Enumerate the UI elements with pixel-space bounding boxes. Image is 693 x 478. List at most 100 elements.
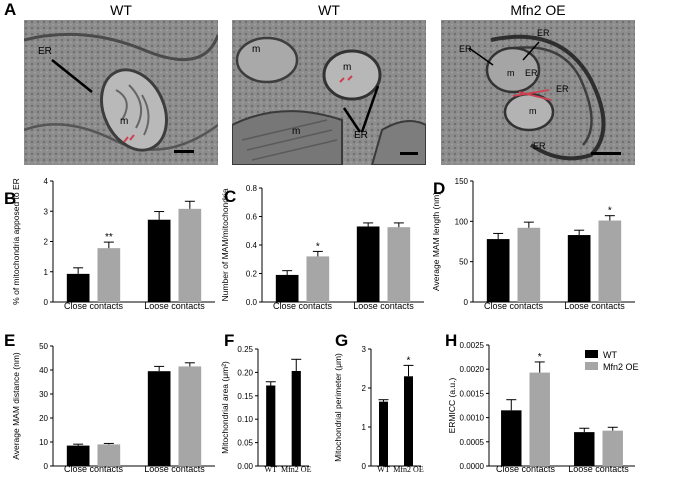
chart-f-category-label: Mfn2 OE bbox=[281, 465, 312, 474]
panel-letter-a: A bbox=[4, 0, 17, 19]
panel-letter-c: C bbox=[224, 187, 236, 206]
legend-swatch bbox=[585, 350, 598, 358]
chart-h-category-label: Close contacts bbox=[496, 464, 556, 474]
chart-h-y-tick-label: 0.0020 bbox=[460, 365, 485, 374]
legend-label: WT bbox=[603, 350, 617, 360]
chart-b-y-tick-label: 1 bbox=[44, 268, 49, 277]
micrograph-mfn2-oe: ER ER ER ER m m ER bbox=[441, 20, 635, 165]
chart-c-y-tick-label: 0.4 bbox=[246, 241, 258, 250]
chart-b-y-tick-label: 4 bbox=[44, 177, 49, 186]
micrograph-wt-2: m m m ER bbox=[232, 20, 426, 165]
micrograph-3-label-er-1: ER bbox=[459, 44, 472, 54]
panel-letter-f: F bbox=[224, 331, 234, 350]
panel-letter-e: E bbox=[4, 331, 15, 350]
chart-c-bar bbox=[275, 274, 299, 302]
chart-e-y-tick-label: 10 bbox=[39, 438, 48, 447]
chart-e-y-tick-label: 40 bbox=[39, 366, 48, 375]
chart-e-y-tick-label: 50 bbox=[39, 342, 48, 351]
chart-d-y-tick-label: 0 bbox=[464, 298, 469, 307]
chart-b-category-label: Close contacts bbox=[64, 301, 124, 311]
chart-b-y-label: % of mitochondria apposed to ER bbox=[11, 178, 21, 305]
chart-h-y-tick-label: 0.0010 bbox=[460, 414, 485, 423]
panel-letter-b: B bbox=[4, 189, 16, 208]
chart-g-y-tick-label: 0 bbox=[362, 462, 367, 471]
micrograph-3-label-er-5: ER bbox=[533, 141, 546, 151]
micrograph-1-title: WT bbox=[110, 2, 132, 18]
chart-c-y-tick-label: 0.0 bbox=[246, 298, 258, 307]
micrograph-3-label-m-2: m bbox=[529, 106, 537, 116]
chart-d-y-tick-label: 150 bbox=[455, 177, 469, 186]
micrograph-3-label-er-4: ER bbox=[556, 84, 569, 94]
chart-d-y-label: Average MAM length (nm) bbox=[431, 192, 441, 291]
chart-e-y-label: Average MAM distance (nm) bbox=[11, 352, 21, 460]
chart-e-y-tick-label: 20 bbox=[39, 414, 48, 423]
chart-b-significance: ** bbox=[105, 232, 113, 243]
chart-b-y-tick-label: 2 bbox=[44, 238, 49, 247]
chart-e-category-label: Close contacts bbox=[64, 464, 124, 474]
chart-e-y-tick-label: 0 bbox=[44, 462, 49, 471]
chart-c-y-label: Number of MAM/mitochondria bbox=[220, 188, 230, 301]
chart-g-bar bbox=[404, 376, 413, 466]
chart-e-y-tick-label: 30 bbox=[39, 390, 48, 399]
chart-f-category-label: WT bbox=[265, 465, 278, 474]
chart-e-bar bbox=[147, 371, 171, 466]
micrograph-1-label-m: m bbox=[120, 116, 129, 127]
chart-c-bar bbox=[306, 256, 330, 302]
chart-f-y-tick-label: 0.25 bbox=[237, 345, 253, 354]
chart-e-bar bbox=[66, 445, 90, 466]
panel-letter-d: D bbox=[433, 179, 445, 198]
micrograph-2-label-er: ER bbox=[354, 130, 368, 141]
chart-c-bar bbox=[387, 227, 411, 302]
chart-f-y-tick-label: 0.00 bbox=[237, 462, 253, 471]
chart-c-bar bbox=[356, 226, 380, 302]
chart-d-bar bbox=[486, 239, 510, 302]
micrograph-2-label-m-2: m bbox=[343, 62, 352, 73]
micrograph-3-title: Mfn2 OE bbox=[510, 2, 566, 18]
chart-h-bar bbox=[574, 432, 595, 466]
chart-h-y-tick-label: 0.0000 bbox=[460, 462, 485, 471]
chart-h-y-label: ERMICC (a.u.) bbox=[447, 377, 457, 433]
chart-e-bar bbox=[97, 444, 121, 466]
chart-g-category-label: Mfn2 OE bbox=[393, 465, 424, 474]
legend-label: Mfn2 OE bbox=[603, 362, 639, 372]
chart-h-y-tick-label: 0.0015 bbox=[460, 389, 485, 398]
chart-f-y-tick-label: 0.10 bbox=[237, 415, 253, 424]
chart-b-y-tick-label: 3 bbox=[44, 207, 49, 216]
chart-g-y-tick-label: 3 bbox=[362, 345, 367, 354]
chart-b-bar bbox=[147, 219, 171, 302]
chart-b-bar bbox=[66, 273, 90, 302]
chart-h-bar bbox=[529, 372, 550, 466]
panel-letter-g: G bbox=[335, 331, 348, 350]
chart-d-y-tick-label: 50 bbox=[459, 258, 468, 267]
chart-h-significance: * bbox=[538, 352, 542, 363]
micrograph-2-title: WT bbox=[318, 2, 340, 18]
chart-g-bar bbox=[379, 401, 388, 466]
micrograph-wt-1: ER m bbox=[24, 20, 218, 165]
chart-f-bar bbox=[291, 370, 301, 466]
micrograph-3-label-m-1: m bbox=[507, 68, 515, 78]
chart-g-y-tick-label: 1 bbox=[362, 423, 367, 432]
chart-b-category-label: Loose contacts bbox=[144, 301, 205, 311]
chart-d-category-label: Loose contacts bbox=[564, 301, 625, 311]
chart-d-bar bbox=[598, 220, 622, 302]
chart-e-category-label: Loose contacts bbox=[144, 464, 205, 474]
chart-d-y-tick-label: 100 bbox=[455, 217, 469, 226]
chart-g-y-tick-label: 2 bbox=[362, 384, 367, 393]
micrograph-2-label-m-1: m bbox=[252, 44, 261, 55]
chart-h-bar bbox=[602, 430, 623, 466]
panel-letter-h: H bbox=[445, 331, 457, 350]
chart-c-significance: * bbox=[316, 241, 320, 252]
chart-f-y-tick-label: 0.05 bbox=[237, 439, 253, 448]
chart-c-category-label: Close contacts bbox=[273, 301, 333, 311]
chart-f-y-tick-label: 0.15 bbox=[237, 392, 253, 401]
chart-d-significance: * bbox=[608, 206, 612, 217]
chart-h-y-tick-label: 0.0025 bbox=[460, 341, 485, 350]
chart-f-y-label: Mitochondrial area (μm²) bbox=[220, 361, 230, 454]
chart-b-y-tick-label: 0 bbox=[44, 298, 49, 307]
chart-h-y-tick-label: 0.0005 bbox=[460, 438, 485, 447]
chart-e-bar bbox=[178, 366, 202, 466]
chart-g-significance: * bbox=[407, 355, 411, 366]
chart-d-bar bbox=[517, 227, 541, 302]
